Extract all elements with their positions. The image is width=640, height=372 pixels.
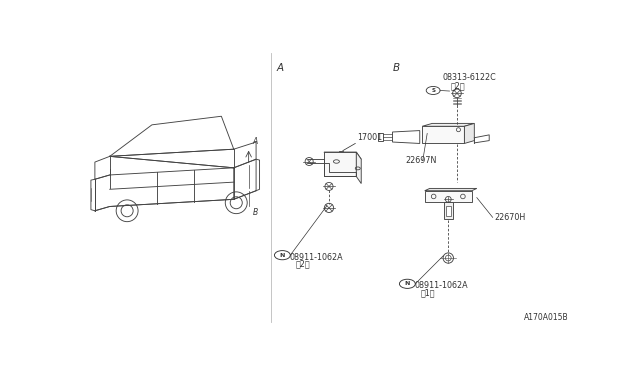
Text: N: N [280,253,285,258]
Text: 08911-1062A: 08911-1062A [414,281,468,290]
Text: （2）: （2） [295,260,310,269]
Polygon shape [324,152,356,176]
Text: A: A [277,63,284,73]
Text: 22670H: 22670H [494,214,525,222]
Text: （2）: （2） [451,81,466,90]
Polygon shape [444,202,452,219]
Text: B: B [253,208,258,217]
Text: B: B [392,63,399,73]
Circle shape [426,86,440,94]
Polygon shape [425,189,477,191]
Text: 08911-1062A: 08911-1062A [289,253,343,262]
Text: A170A015B: A170A015B [524,314,568,323]
Polygon shape [422,126,465,144]
Circle shape [275,251,291,260]
Text: 17001: 17001 [356,133,382,142]
Text: S: S [431,88,435,93]
Circle shape [399,279,415,288]
Polygon shape [422,124,474,126]
Polygon shape [425,191,472,202]
Text: 22697N: 22697N [405,156,436,165]
Text: （1）: （1） [420,288,435,298]
Text: A: A [253,137,258,146]
Polygon shape [465,124,474,144]
Text: N: N [404,281,410,286]
Polygon shape [356,152,361,183]
Polygon shape [446,206,451,216]
Text: 08313-6122C: 08313-6122C [442,73,496,82]
